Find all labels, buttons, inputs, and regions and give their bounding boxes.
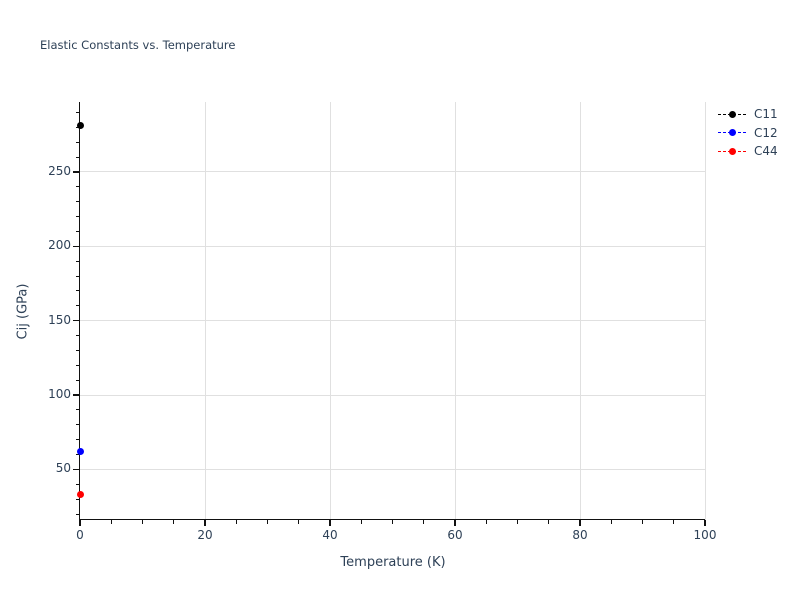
x-minor-tick xyxy=(142,520,143,524)
y-major-tick xyxy=(73,171,79,173)
legend-label: C11 xyxy=(754,107,778,122)
y-minor-tick xyxy=(75,216,79,218)
circle-marker-icon xyxy=(728,110,736,118)
x-gridline xyxy=(329,102,331,520)
x-minor-tick xyxy=(392,520,393,524)
x-tick-label: 80 xyxy=(572,528,588,542)
x-major-tick xyxy=(329,520,331,526)
legend-item-c44: C44 xyxy=(718,142,778,161)
x-tick-label: 20 xyxy=(197,528,213,542)
x-tick-label: 40 xyxy=(322,528,338,542)
y-major-tick xyxy=(73,468,79,470)
x-major-tick xyxy=(454,520,456,526)
y-minor-tick xyxy=(75,454,79,456)
x-gridline xyxy=(704,102,706,520)
y-minor-tick xyxy=(75,483,79,485)
legend-item-c12: C12 xyxy=(718,124,778,143)
y-tick-label: 250 xyxy=(48,163,71,178)
data-point-c44 xyxy=(77,491,85,499)
x-major-tick xyxy=(704,520,706,526)
y-minor-tick xyxy=(75,156,79,158)
y-minor-tick xyxy=(75,275,79,277)
x-minor-tick xyxy=(485,520,487,524)
y-minor-tick xyxy=(75,364,79,366)
y-minor-tick xyxy=(75,230,79,232)
y-minor-tick xyxy=(75,409,79,411)
y-gridline xyxy=(80,320,705,322)
y-minor-tick xyxy=(75,260,79,262)
y-tick-label: 200 xyxy=(48,238,71,253)
legend-label: C44 xyxy=(754,144,778,159)
y-minor-tick xyxy=(75,186,79,188)
y-gridline xyxy=(80,394,705,396)
circle-marker-icon xyxy=(728,147,736,155)
y-gridline xyxy=(80,468,705,470)
legend-sample-c12 xyxy=(718,128,746,137)
x-minor-tick xyxy=(298,520,300,524)
y-axis-title: Cij (GPa) xyxy=(15,283,31,340)
y-major-tick xyxy=(73,245,79,247)
y-minor-tick xyxy=(75,513,79,515)
y-minor-tick xyxy=(75,379,79,381)
y-minor-tick xyxy=(75,201,79,203)
x-tick-label: 100 xyxy=(693,528,717,542)
legend: C11 C12 C44 xyxy=(718,105,778,161)
circle-marker-icon xyxy=(728,129,736,137)
x-minor-tick xyxy=(673,520,675,524)
y-gridline xyxy=(80,245,705,247)
y-minor-tick xyxy=(75,335,79,337)
y-minor-tick xyxy=(75,126,79,128)
data-point-c12 xyxy=(77,448,85,456)
x-major-tick xyxy=(79,520,81,526)
y-gridline xyxy=(80,171,705,173)
x-minor-tick xyxy=(610,520,612,524)
x-gridline xyxy=(454,102,456,520)
x-minor-tick xyxy=(173,520,175,524)
y-minor-tick xyxy=(75,290,79,292)
x-tick-label: 0 xyxy=(76,528,84,542)
y-major-tick xyxy=(73,394,79,396)
x-tick-label: 60 xyxy=(447,528,463,542)
x-minor-tick xyxy=(517,520,518,524)
x-minor-tick xyxy=(235,520,237,524)
y-minor-tick xyxy=(75,439,79,441)
x-gridline xyxy=(204,102,206,520)
y-minor-tick xyxy=(75,349,79,351)
x-minor-tick xyxy=(110,520,112,524)
y-minor-tick xyxy=(75,305,79,307)
legend-label: C12 xyxy=(754,125,778,140)
y-minor-tick xyxy=(75,111,79,113)
y-tick-label: 50 xyxy=(55,461,71,476)
x-major-tick xyxy=(204,520,206,526)
y-major-tick xyxy=(73,320,79,322)
x-minor-tick xyxy=(548,520,550,524)
y-tick-label: 100 xyxy=(48,387,71,402)
x-axis-title: Temperature (K) xyxy=(340,555,446,570)
plot-area xyxy=(79,102,705,520)
legend-sample-c44 xyxy=(718,147,746,156)
y-minor-tick xyxy=(75,498,79,500)
legend-sample-c11 xyxy=(718,110,746,119)
chart-title: Elastic Constants vs. Temperature xyxy=(40,38,236,52)
x-minor-tick xyxy=(642,520,643,524)
y-minor-tick xyxy=(75,141,79,143)
x-major-tick xyxy=(579,520,581,526)
data-point-c11 xyxy=(77,122,85,130)
x-minor-tick xyxy=(360,520,362,524)
y-minor-tick xyxy=(75,424,79,426)
y-tick-label: 150 xyxy=(48,312,71,327)
x-gridline xyxy=(579,102,581,520)
x-minor-tick xyxy=(423,520,425,524)
legend-item-c11: C11 xyxy=(718,105,778,124)
x-minor-tick xyxy=(267,520,268,524)
